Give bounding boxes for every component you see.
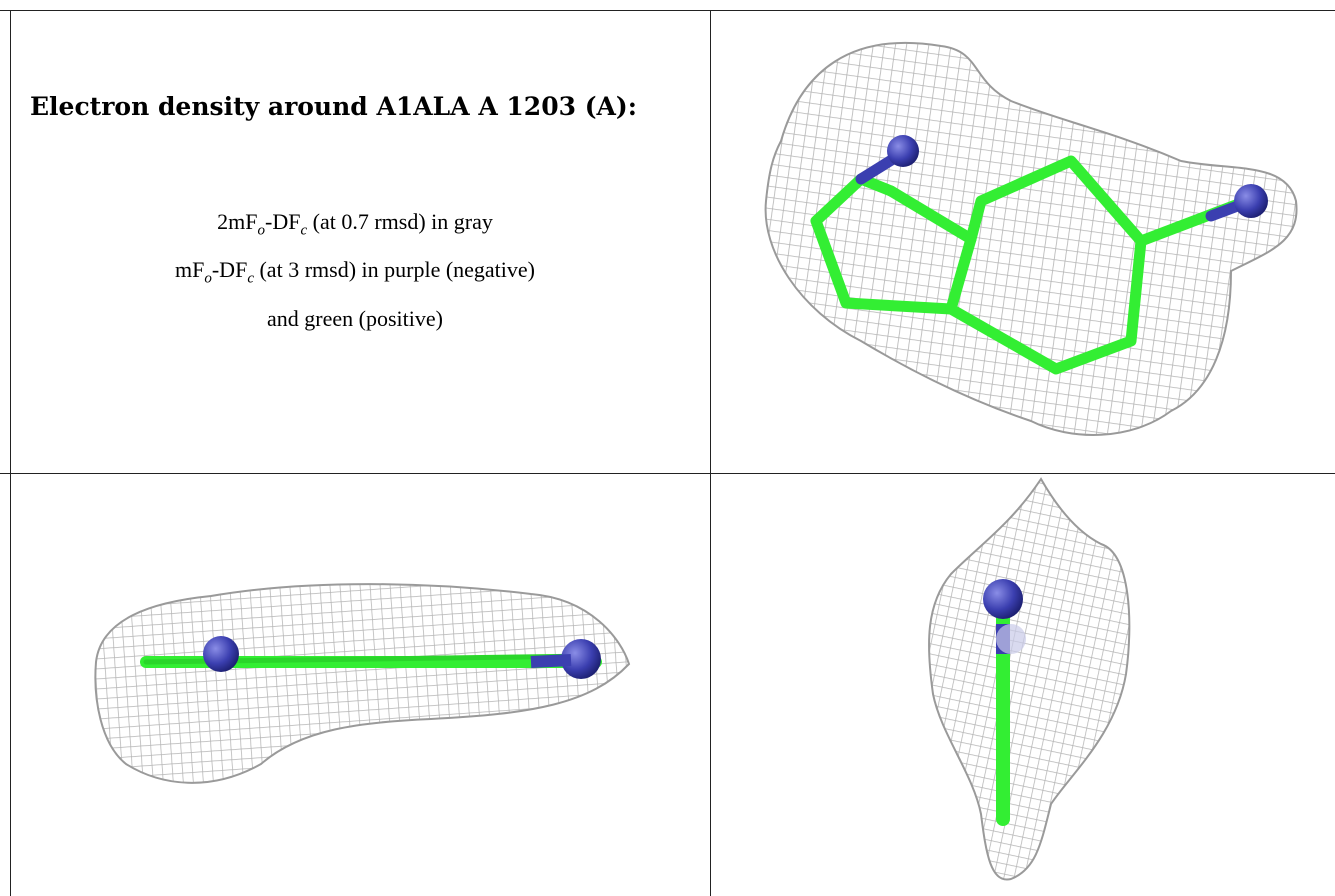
panel-side-view xyxy=(11,474,710,896)
rule-top xyxy=(0,10,1335,11)
mesh-blob xyxy=(764,41,1298,436)
panel-top-view xyxy=(711,11,1335,473)
mesh-blob xyxy=(928,477,1131,881)
rule-left xyxy=(10,10,11,896)
density-end-view-image xyxy=(928,477,1131,881)
panel-end-view xyxy=(711,474,1335,896)
rule-middle xyxy=(0,473,1335,474)
density-side-view-image xyxy=(94,583,631,784)
caption-title: Electron density around A1ALA A 1203 (A)… xyxy=(30,92,637,121)
caption-legend: 2mFo-DFc (at 0.7 rmsd) in gray mFo-DFc (… xyxy=(11,202,710,338)
mesh-blob xyxy=(94,583,631,784)
legend-line-2fo-fc: 2mFo-DFc (at 0.7 rmsd) in gray xyxy=(217,209,493,239)
caption-cell: Electron density around A1ALA A 1203 (A)… xyxy=(11,11,710,473)
legend-line-colors: and green (positive) xyxy=(267,305,443,331)
rule-center xyxy=(710,10,711,896)
density-top-view-image xyxy=(764,41,1298,436)
legend-line-fo-fc: mFo-DFc (at 3 rmsd) in purple (negative) xyxy=(175,257,535,287)
